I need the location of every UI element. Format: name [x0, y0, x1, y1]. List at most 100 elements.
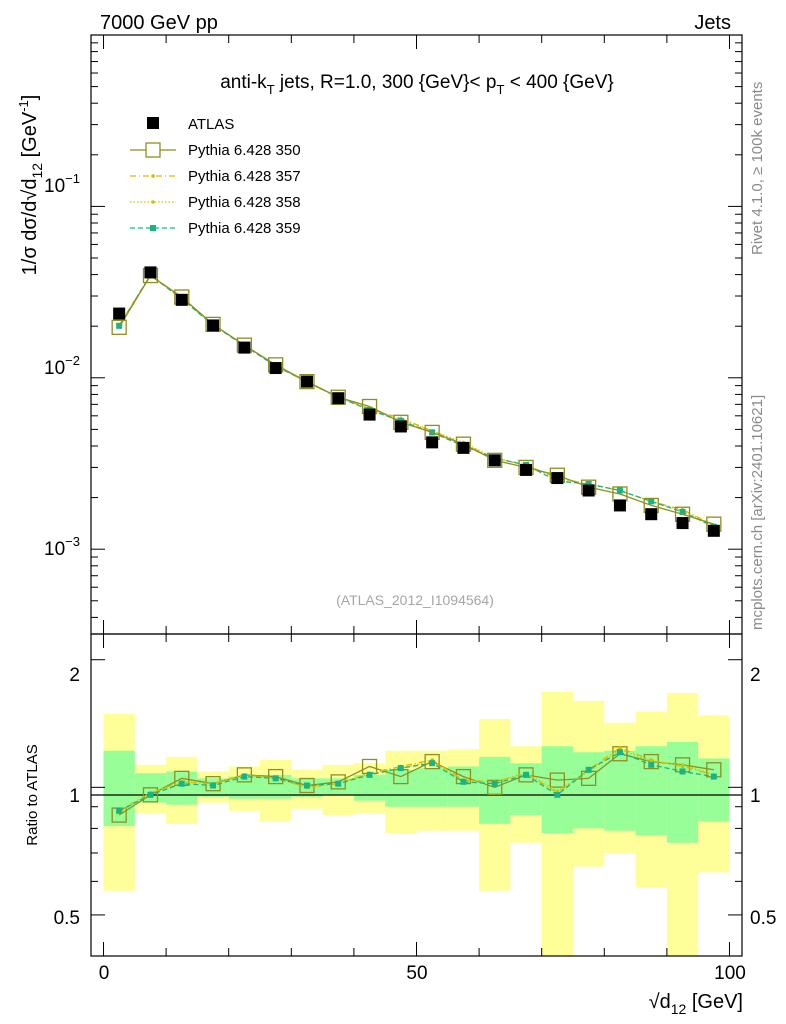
main-ytick-label-1e-2: 10−2 [44, 353, 80, 379]
ratio-ytick-right-1: 1 [750, 786, 761, 807]
main-ytick-label-1e-3: 10−3 [44, 534, 80, 560]
ratio-ytick-right-2: 2 [750, 665, 761, 686]
band-inner-bin-4 [228, 776, 261, 799]
ratio-line-pythia-6-428-357 [118, 746, 715, 812]
ratio-point-359 [272, 775, 279, 782]
ratio-point-359 [366, 771, 373, 778]
main-point-359 [585, 481, 592, 488]
band-inner-bin-10 [416, 768, 448, 807]
ratio-point-359 [491, 780, 498, 787]
main-point-atlas [520, 463, 533, 476]
band-inner-bin-13 [510, 763, 542, 816]
main-point-atlas [175, 293, 188, 306]
ratio-point-359 [460, 778, 467, 785]
xlabel: √d12 [GeV] [649, 991, 743, 1017]
main-point-atlas [207, 319, 220, 332]
ratio-ylabel: Ratio to ATLAS [24, 744, 41, 845]
main-ylabel: 1/σ dσ/d√d12 [GeV-1] [16, 95, 45, 276]
band-inner-bin-18 [666, 741, 699, 843]
ratio-point-359 [648, 761, 655, 768]
header-right: Jets [694, 12, 731, 34]
header-left: 7000 GeV pp [100, 12, 218, 34]
main-line-pythia-6-428-358 [118, 274, 715, 527]
main-point-359 [679, 508, 686, 515]
legend-marker-atlas [147, 117, 159, 129]
main-point-atlas [645, 508, 658, 521]
legend-label-359: Pythia 6.428 359 [188, 220, 301, 237]
mcplots-credit-text: mcplots.cern.ch [arXiv:2401.10621] [749, 395, 766, 630]
main-point-atlas [238, 341, 251, 354]
ratio-point-359 [241, 773, 248, 780]
xtick-label-0: 0 [99, 963, 110, 984]
ratio-point-359 [710, 773, 717, 780]
ratio-point-359 [429, 760, 436, 767]
ratio-point-359 [585, 766, 592, 773]
main-ytick-label-1e-1: 10−1 [44, 171, 80, 197]
xtick-label-100: 100 [714, 963, 746, 984]
ratio-point-350 [268, 768, 284, 785]
legend-label-358: Pythia 6.428 358 [188, 194, 301, 211]
band-inner-bin-12 [479, 756, 511, 824]
main-point-350 [330, 389, 346, 405]
main-point-359 [616, 487, 623, 494]
ratio-ytick-left-1: 1 [69, 786, 80, 807]
ratio-point-350 [142, 787, 159, 803]
main-point-atlas [488, 454, 501, 467]
ratio-point-358 [680, 763, 685, 767]
main-point-atlas [582, 484, 595, 497]
main-point-atlas [426, 436, 439, 449]
main-point-atlas [707, 524, 720, 537]
ratio-point-359 [116, 807, 123, 814]
main-point-atlas [394, 420, 407, 433]
axis-ticks [91, 34, 742, 957]
main-point-359 [648, 498, 655, 505]
legend-label-350: Pythia 6.428 350 [188, 142, 301, 159]
ratio-point-359 [178, 780, 185, 787]
band-inner-bin-8 [353, 774, 386, 801]
ratio-point-359 [554, 791, 561, 798]
main-point-350 [111, 319, 127, 335]
band-inner-bin-15 [572, 752, 605, 829]
plot-title: anti-kT jets, R=1.0, 300 {GeV}< pT < 400… [220, 72, 614, 97]
ratio-point-359 [210, 782, 217, 789]
legend-label-357: Pythia 6.428 357 [188, 168, 301, 185]
main-point-atlas [332, 392, 345, 405]
legend-label-atlas: ATLAS [188, 116, 234, 133]
rivet-version-text: Rivet 4.1.0, ≥ 100k events [749, 82, 766, 255]
ratio-point-359 [147, 791, 154, 798]
ratio-point-359 [679, 768, 686, 775]
main-point-atlas [113, 307, 126, 320]
ratio-point-350 [549, 772, 565, 788]
main-point-atlas [300, 375, 313, 388]
main-point-350 [299, 373, 315, 390]
ratio-line-pythia-6-428-359 [118, 751, 714, 812]
ratio-point-359 [523, 771, 530, 778]
main-line-pythia-6-428-359 [118, 274, 715, 528]
main-point-atlas [269, 362, 282, 375]
ratio-point-359 [335, 780, 342, 787]
legend-marker-358 [151, 200, 155, 204]
ratio-frame [90, 633, 743, 957]
main-series [111, 266, 722, 537]
main-point-atlas [457, 441, 470, 454]
main-point-atlas [144, 266, 157, 279]
analysis-watermark: (ATLAS_2012_I1094564) [336, 592, 494, 608]
ratio-ytick-left-0.5: 0.5 [54, 908, 80, 929]
legend-marker-357 [151, 174, 155, 178]
band-inner-bin-9 [385, 769, 417, 807]
main-point-atlas [363, 408, 376, 421]
ratio-ytick-right-0.5: 0.5 [750, 908, 776, 929]
main-point-atlas [551, 472, 564, 485]
band-inner-bin-16 [604, 750, 636, 831]
legend-marker-350 [145, 142, 161, 158]
ratio-point-359 [616, 749, 623, 756]
main-point-350 [487, 452, 503, 468]
ratio-point-359 [397, 765, 404, 772]
main-point-atlas [613, 499, 626, 512]
ratio-series [111, 745, 722, 823]
xtick-label-50: 50 [406, 963, 427, 984]
main-line-pythia-6-428-357 [118, 274, 715, 526]
band-inner-bin-19 [698, 758, 730, 822]
ratio-point-350 [236, 767, 253, 783]
ratio-point-359 [303, 782, 310, 789]
